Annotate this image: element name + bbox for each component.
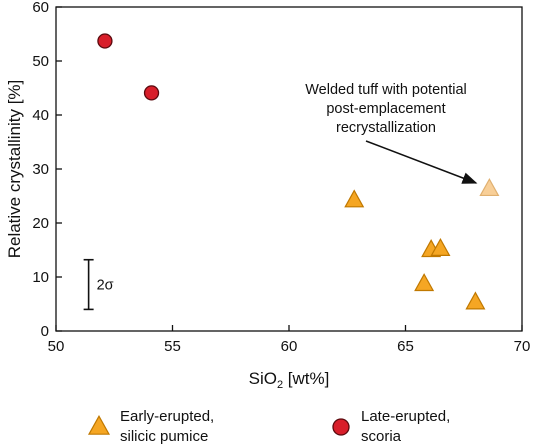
pumice-point bbox=[414, 273, 435, 292]
x-axis-label-unit: [wt%] bbox=[283, 369, 329, 388]
legend-label-scoria-line-1: Late-erupted, bbox=[361, 408, 450, 425]
legend-circle-marker bbox=[332, 418, 350, 436]
legend-label-pumice-line-2: silicic pumice bbox=[120, 428, 208, 445]
x-tick-label: 65 bbox=[397, 338, 414, 355]
y-tick-label: 0 bbox=[41, 323, 49, 340]
x-tick-label: 55 bbox=[164, 338, 181, 355]
legend-label-scoria-line-2: scoria bbox=[361, 428, 402, 445]
y-axis-label: Relative crystallinity [%] bbox=[5, 80, 24, 259]
x-tick-label: 70 bbox=[514, 338, 531, 355]
annotation-line-3: recrystallization bbox=[336, 120, 436, 136]
x-axis-label: SiO2 [wt%] bbox=[249, 369, 330, 391]
annotation-line-2: post-emplacement bbox=[326, 101, 445, 117]
annotation-line-1: Welded tuff with potential bbox=[305, 82, 466, 98]
error-bar: 2σ bbox=[83, 258, 114, 311]
x-tick-label: 50 bbox=[48, 338, 65, 355]
legend: Early-erupted, silicic pumice Late-erupt… bbox=[87, 408, 450, 445]
x-axis-label-main: SiO bbox=[249, 369, 277, 388]
plot-frame bbox=[55, 6, 523, 332]
annotation: Welded tuff with potential post-emplacem… bbox=[305, 82, 478, 184]
x-axis-label-subscript: 2 bbox=[277, 379, 283, 391]
welded-tuff-point bbox=[479, 178, 500, 197]
y-tick-label: 30 bbox=[32, 161, 49, 178]
scoria-point bbox=[97, 33, 113, 49]
legend-item-scoria: Late-erupted, scoria bbox=[332, 408, 450, 445]
legend-label-pumice-line-1: Early-erupted, bbox=[120, 408, 214, 425]
annotation-arrow bbox=[365, 140, 478, 184]
y-tick-label: 20 bbox=[32, 215, 49, 232]
pumice-point bbox=[430, 237, 451, 256]
pumice-point bbox=[344, 189, 365, 208]
x-tick-label: 60 bbox=[281, 338, 298, 355]
scoria-point bbox=[143, 85, 160, 101]
axis-ticks bbox=[55, 6, 523, 332]
y-tick-label: 40 bbox=[32, 107, 49, 124]
pumice-point bbox=[465, 291, 486, 310]
data-points bbox=[97, 33, 500, 310]
tick-labels: 50 55 60 65 70 0 10 20 30 40 50 60 bbox=[32, 0, 530, 355]
y-tick-label: 50 bbox=[32, 53, 49, 70]
legend-item-pumice: Early-erupted, silicic pumice bbox=[87, 408, 214, 445]
error-bar-label: 2σ bbox=[97, 278, 114, 294]
y-tick-label: 60 bbox=[32, 0, 49, 16]
legend-triangle-marker bbox=[87, 414, 111, 435]
y-tick-label: 10 bbox=[32, 269, 49, 286]
